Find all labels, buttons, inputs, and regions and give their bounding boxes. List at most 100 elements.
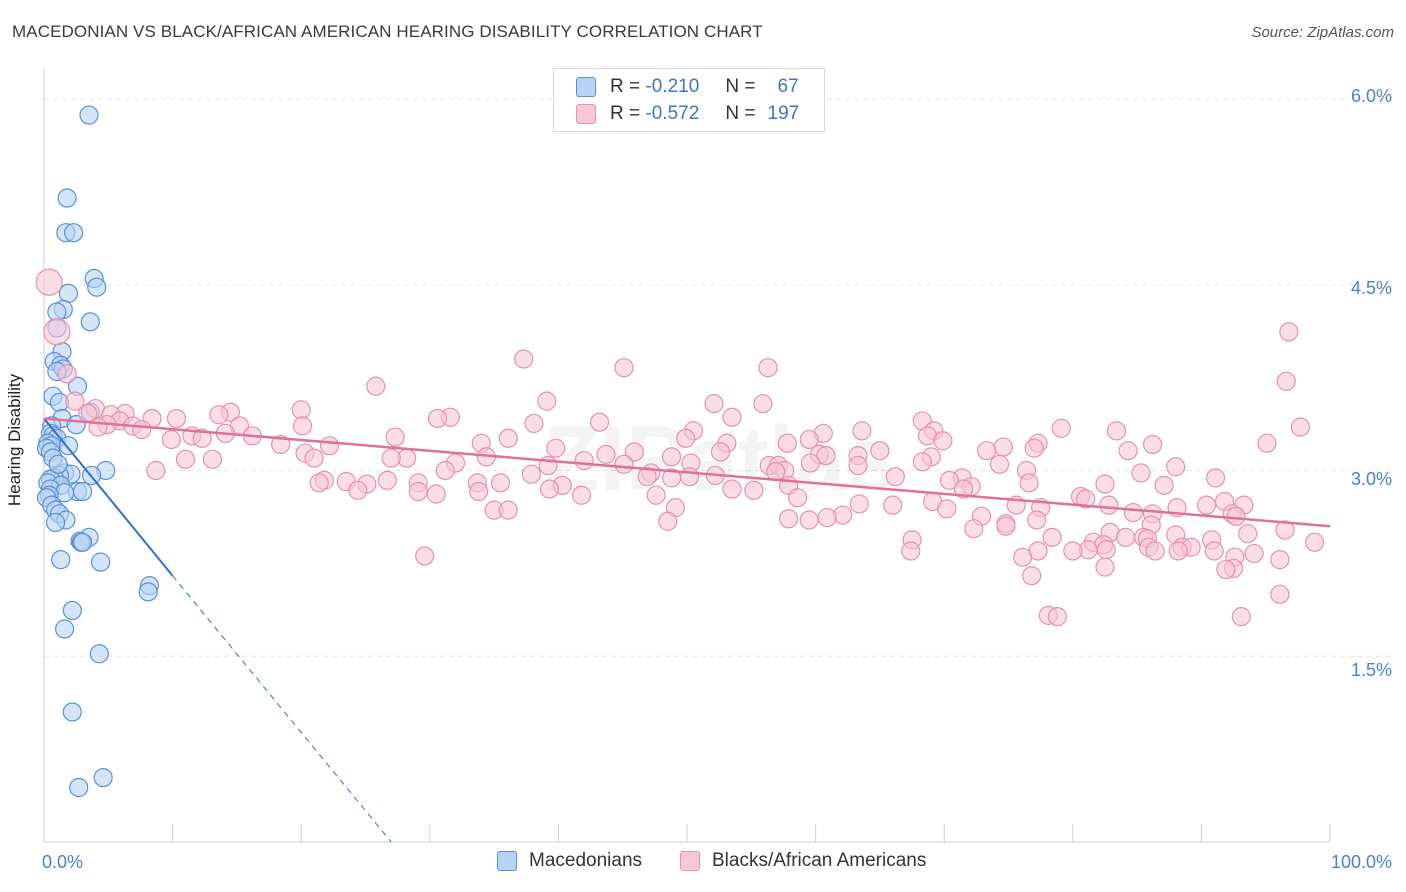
pink-swatch: [680, 851, 700, 871]
data-point: [537, 391, 557, 411]
data-point: [1027, 510, 1047, 530]
data-point: [901, 541, 921, 561]
data-point: [291, 400, 311, 420]
data-point: [977, 441, 997, 461]
pink-swatch: [576, 104, 596, 124]
data-point: [43, 318, 71, 346]
macedonians-trend-extension: [172, 575, 392, 843]
data-point: [679, 467, 700, 487]
data-point: [1013, 547, 1033, 567]
data-point: [1118, 441, 1138, 461]
data-point: [415, 546, 435, 566]
data-point: [777, 433, 797, 453]
data-point: [524, 413, 544, 434]
chart-title: MACEDONIAN VS BLACK/AFRICAN AMERICAN HEA…: [12, 22, 763, 41]
data-point: [377, 470, 397, 490]
data-point: [1270, 584, 1290, 604]
data-point: [883, 495, 903, 515]
data-point: [498, 500, 518, 520]
data-point: [722, 407, 742, 427]
data-point: [408, 481, 428, 502]
data-point: [1154, 475, 1174, 495]
data-point: [1123, 502, 1143, 523]
data-point: [146, 460, 166, 481]
data-point: [88, 417, 108, 437]
data-point: [209, 405, 229, 425]
r-label: R =: [610, 76, 641, 97]
data-point: [63, 223, 84, 243]
n-label: N =: [725, 76, 756, 97]
data-point: [1106, 421, 1127, 441]
data-point: [614, 454, 634, 474]
data-point: [993, 437, 1013, 457]
data-point: [799, 510, 819, 530]
data-point: [79, 105, 99, 125]
data-point: [202, 449, 223, 469]
data-point: [1095, 474, 1115, 494]
data-point: [996, 516, 1016, 536]
data-point: [1024, 438, 1044, 458]
data-point: [271, 434, 291, 455]
data-point: [637, 467, 657, 487]
data-point: [69, 777, 89, 798]
data-point: [710, 442, 731, 462]
data-point: [57, 188, 77, 208]
data-point: [304, 448, 324, 468]
correlation-legend: R = -0.210 N = 67 R = -0.572 N = 197: [553, 68, 825, 132]
x-tick-label-100: 100.0%: [1330, 852, 1392, 872]
data-point: [816, 446, 836, 466]
data-point: [849, 494, 869, 514]
data-point: [426, 484, 446, 504]
legend-item-blacks: Blacks/African Americans: [680, 850, 926, 872]
y-tick-label-3: 3.0%: [1350, 469, 1392, 489]
data-point: [939, 470, 959, 490]
data-point: [57, 364, 77, 384]
y-tick-label-4-5: 4.5%: [1350, 278, 1392, 298]
data-point: [89, 644, 109, 664]
data-point: [1042, 527, 1062, 547]
n-label: N =: [725, 103, 756, 124]
data-point: [661, 447, 682, 467]
data-point: [624, 442, 644, 462]
data-point: [704, 394, 724, 414]
data-point: [309, 473, 329, 493]
data-point: [1168, 541, 1188, 561]
data-point: [1226, 506, 1246, 526]
data-point: [1276, 371, 1296, 391]
data-point: [1051, 418, 1071, 438]
data-point: [166, 408, 187, 429]
data-point: [62, 600, 82, 621]
data-point: [817, 507, 837, 528]
data-point: [138, 582, 158, 602]
data-point: [989, 454, 1010, 474]
data-point: [132, 420, 152, 440]
data-point: [1270, 550, 1290, 570]
data-point: [1096, 540, 1116, 560]
data-point: [758, 358, 778, 378]
legend-item-macedonians: Macedonians: [497, 850, 642, 872]
data-point: [192, 428, 212, 448]
data-point: [953, 479, 974, 499]
data-point: [65, 391, 85, 411]
data-point: [1145, 541, 1165, 561]
y-tick-label-1-5: 1.5%: [1350, 660, 1392, 680]
trend-lines: [43, 417, 1331, 843]
blacks-trend-line: [43, 417, 1331, 528]
data-point: [93, 768, 113, 788]
data-point: [48, 454, 68, 474]
data-point: [1238, 524, 1258, 544]
data-point: [1131, 463, 1151, 483]
data-point: [1231, 607, 1251, 627]
data-point: [58, 436, 79, 456]
data-point: [1047, 607, 1067, 627]
data-point: [744, 480, 764, 500]
data-point: [571, 485, 592, 505]
macedonians-points: [36, 105, 160, 798]
data-point: [87, 277, 107, 297]
data-point: [348, 480, 368, 500]
data-point: [1204, 541, 1224, 561]
data-point: [80, 312, 100, 332]
data-point: [435, 460, 455, 481]
data-point: [1166, 457, 1186, 477]
